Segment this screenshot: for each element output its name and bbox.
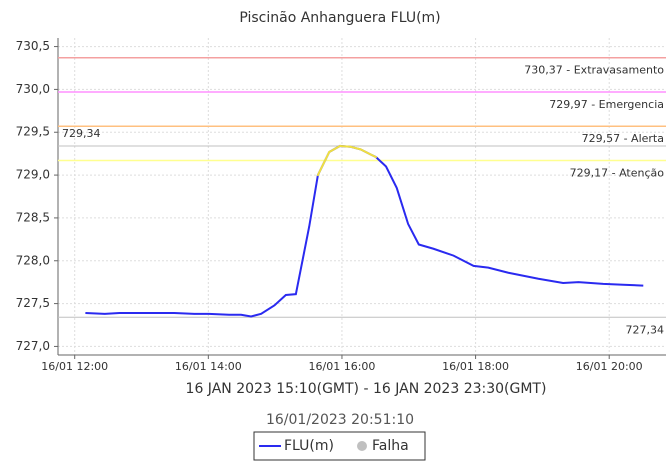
legend-label: FLU(m): [284, 438, 334, 454]
x-tick-label: 16/01 20:00: [576, 360, 643, 373]
highlight-segment: [328, 144, 341, 153]
subtitle: 16 JAN 2023 15:10(GMT) - 16 JAN 2023 23:…: [186, 381, 547, 397]
y-tick-label: 730,5: [16, 39, 50, 53]
x-tick-label: 16/01 12:00: [41, 360, 108, 373]
series-line: [85, 144, 644, 318]
highlight-segment: [349, 145, 362, 151]
y-tick-label: 730,0: [16, 82, 50, 96]
x-tick-label: 16/01 14:00: [175, 360, 242, 373]
legend-box: [253, 431, 426, 461]
legend-marker: [357, 441, 367, 451]
y-tick-label: 729,5: [16, 125, 50, 139]
threshold-label: 730,37 - Extravasamento: [524, 64, 664, 77]
timestamp: 16/01/2023 20:51:10: [266, 412, 414, 428]
x-tick-label: 16/01 16:00: [309, 360, 376, 373]
reference-label: 729,34: [62, 127, 101, 140]
highlight-segment: [316, 150, 331, 177]
y-tick-label: 727,5: [16, 296, 50, 310]
highlight-segment: [359, 148, 372, 156]
highlight-segment: [369, 153, 378, 159]
highlight-segment: [338, 144, 352, 148]
threshold-label: 729,17 - Atenção: [570, 167, 665, 180]
threshold-label: 729,57 - Alerta: [582, 132, 664, 145]
reference-label: 727,34: [626, 323, 665, 336]
y-tick-label: 728,0: [16, 253, 50, 267]
threshold-label: 729,97 - Emergencia: [549, 98, 664, 111]
x-tick-label: 16/01 18:00: [442, 360, 509, 373]
y-tick-label: 727,0: [16, 339, 50, 353]
y-tick-label: 729,0: [16, 168, 50, 182]
y-tick-label: 728,5: [16, 210, 50, 224]
legend-label: Falha: [372, 438, 409, 454]
chart-title: Piscinão Anhanguera FLU(m): [239, 10, 440, 26]
